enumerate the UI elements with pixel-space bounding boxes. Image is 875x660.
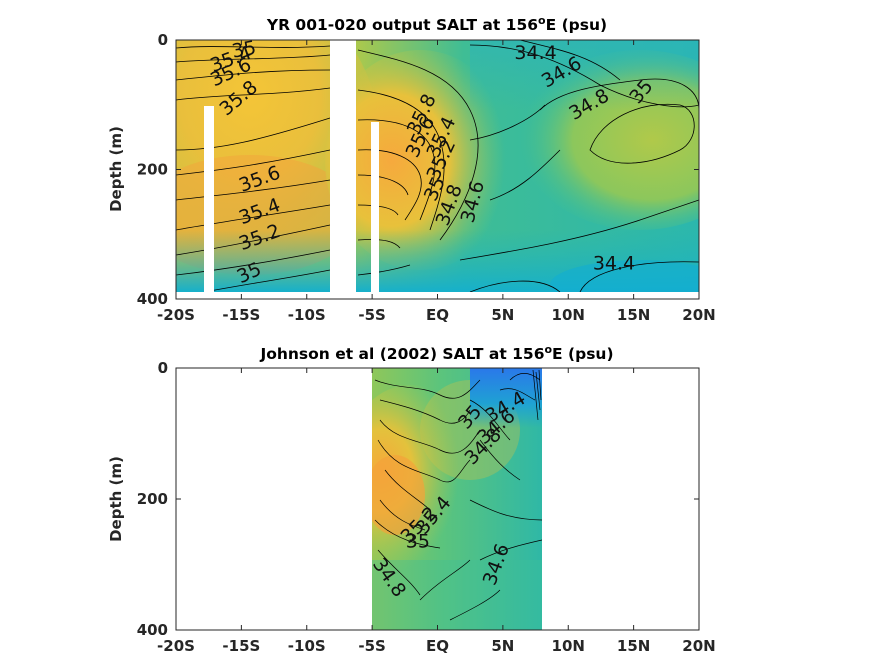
x-tick-label-top-2: -10S <box>288 306 326 324</box>
x-tick-label-top-5: 5N <box>491 306 514 324</box>
chart-title-bottom-main: Johnson et al (2002) SALT at 156 <box>259 345 544 363</box>
gap-top-3 <box>371 122 379 294</box>
x-tick-label-bottom-7: 15N <box>617 637 650 655</box>
x-tick-label-top-0: -20S <box>157 306 195 324</box>
contour-label-bottom-6: 35 <box>406 531 430 553</box>
panel-top: YR 001-020 output SALT at 156oE (psu) <box>107 14 716 324</box>
y-axis-label-bottom: Depth (m) <box>107 456 125 542</box>
x-tick-label-bottom-8: 20N <box>682 637 715 655</box>
chart-title-bottom-degree: o <box>544 343 552 356</box>
contour-lines-top <box>176 40 699 292</box>
salinity-field-bottom <box>372 368 542 630</box>
chart-title-bottom-tail: E (psu) <box>552 345 614 363</box>
contour-label-top-0: 35 <box>230 37 258 63</box>
contour-label-top-8: 34.4 <box>514 42 556 64</box>
gap-top-1 <box>330 39 356 294</box>
y-tick-label-top-2: 400 <box>137 290 168 308</box>
axes-bottom: -20S -15S -10S -5S EQ 5N 10N 15N 20N 0 200 400 <box>137 359 716 655</box>
x-tick-label-bottom-2: -10S <box>288 637 326 655</box>
chart-title-bottom: Johnson et al (2002) SALT at 156oE (psu) <box>259 343 613 363</box>
contour-label-top-19: 34.4 <box>593 252 635 274</box>
gap-top-2 <box>204 106 214 294</box>
x-tick-label-bottom-4: EQ <box>426 637 449 655</box>
x-tick-label-top-4: EQ <box>426 306 449 324</box>
x-tick-label-bottom-5: 5N <box>491 637 514 655</box>
y-ticks-top: 0 200 400 <box>137 31 699 308</box>
chart-title-top-tail: E (psu) <box>546 16 608 34</box>
chart-title-top: YR 001-020 output SALT at 156oE (psu) <box>266 14 607 34</box>
y-tick-label-bottom-1: 200 <box>137 490 168 508</box>
y-axis-label-top: Depth (m) <box>107 126 125 212</box>
chart-title-top-main: YR 001-020 output SALT at 156 <box>266 16 538 34</box>
x-ticks-top: -20S -15S -10S -5S EQ 5N 10N 15N 20N <box>157 40 716 324</box>
x-tick-label-top-7: 15N <box>617 306 650 324</box>
panel-bottom: Johnson et al (2002) SALT at 156oE (psu) <box>107 343 716 655</box>
x-ticks-bottom: -20S -15S -10S -5S EQ 5N 10N 15N 20N <box>157 368 716 655</box>
x-tick-label-bottom-3: -5S <box>358 637 385 655</box>
x-tick-label-top-8: 20N <box>682 306 715 324</box>
x-tick-label-top-3: -5S <box>358 306 385 324</box>
chart-title-top-degree: o <box>538 14 546 27</box>
y-tick-label-bottom-2: 400 <box>137 621 168 639</box>
x-tick-label-top-1: -15S <box>222 306 260 324</box>
y-tick-label-top-1: 200 <box>137 161 168 179</box>
y-ticks-bottom: 0 200 400 <box>137 359 699 639</box>
x-tick-label-bottom-1: -15S <box>222 637 260 655</box>
axes-top: -20S -15S -10S -5S EQ 5N 10N 15N 20N 0 200 400 <box>137 31 716 324</box>
x-tick-label-bottom-0: -20S <box>157 637 195 655</box>
contour-lines-bottom <box>374 369 542 621</box>
y-tick-label-top-0: 0 <box>158 31 168 49</box>
x-tick-label-bottom-6: 10N <box>552 637 585 655</box>
y-tick-label-bottom-0: 0 <box>158 359 168 377</box>
x-tick-label-top-6: 10N <box>552 306 585 324</box>
